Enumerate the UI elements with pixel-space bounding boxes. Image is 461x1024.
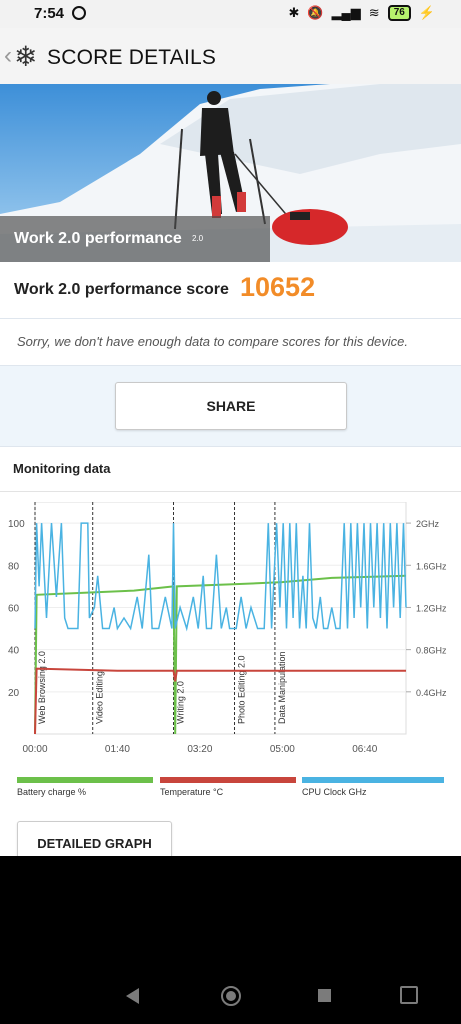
system-nav-bar (0, 955, 461, 1024)
back-chevron-icon[interactable]: ‹ (4, 42, 12, 69)
y-left-tick-label: 80 (8, 561, 20, 572)
hero-caption-badge: 2.0 (192, 234, 204, 243)
y-right-tick-label: 0.8GHz (416, 646, 447, 656)
compare-notice: Sorry, we don't have enough data to comp… (0, 319, 461, 366)
page-title: SCORE DETAILS (47, 46, 217, 69)
x-tick-label: 01:40 (105, 744, 130, 755)
alarm-icon (72, 6, 86, 20)
series-line-1 (34, 667, 406, 735)
legend-swatch-cpu (302, 777, 444, 783)
legend-swatch-temperature (160, 777, 296, 783)
divider (0, 491, 461, 492)
section-label: Data Manipulation (277, 651, 287, 724)
compare-notice-text: Sorry, we don't have enough data to comp… (17, 334, 409, 349)
share-button[interactable]: SHARE (115, 382, 347, 430)
y-left-tick-label: 60 (8, 603, 20, 614)
legend-battery: Battery charge % (17, 787, 87, 797)
hero-banner: Work 2.0 performance 2.0 (0, 84, 461, 262)
snowflake-icon[interactable]: ❄ (14, 41, 38, 72)
score-label: Work 2.0 performance score (14, 281, 229, 298)
section-label: Photo Editing 2.0 (237, 655, 247, 724)
share-button-label: SHARE (206, 398, 256, 414)
charging-icon: ⚡ (418, 5, 435, 20)
detailed-graph-label: DETAILED GRAPH (37, 836, 152, 851)
nav-home-icon[interactable] (221, 986, 241, 1006)
legend-swatch-battery (17, 777, 153, 783)
monitoring-title: Monitoring data (13, 461, 111, 476)
y-right-tick-label: 2GHz (416, 519, 440, 529)
status-icons: ✱ 🔕 ▂▄▆ ≋ 76 ⚡ (288, 5, 435, 21)
section-label: Web Browsing 2.0 (37, 651, 47, 724)
y-left-tick-label: 100 (8, 519, 25, 530)
app-bar: ‹ ❄ SCORE DETAILS (0, 28, 461, 85)
score-value: 10652 (240, 272, 316, 302)
wifi-icon: ≋ (368, 5, 380, 20)
x-tick-label: 06:40 (352, 744, 377, 755)
nav-screen-icon[interactable] (400, 986, 418, 1004)
series-line-2 (34, 522, 407, 632)
status-time: 7:54 (34, 5, 65, 22)
nav-back-icon[interactable] (126, 988, 139, 1004)
x-tick-label: 03:20 (187, 744, 212, 755)
chart-legend: Battery charge % Temperature °C CPU Cloc… (0, 777, 461, 799)
scroll-content[interactable]: Work 2.0 performance 2.0 Work 2.0 perfor… (0, 84, 461, 856)
y-right-tick-label: 0.4GHz (416, 688, 447, 698)
battery-level: 76 (387, 5, 411, 21)
section-label: Video Editing (95, 671, 105, 724)
bluetooth-icon: ✱ (288, 5, 300, 20)
y-right-tick-label: 1.2GHz (416, 603, 447, 613)
x-tick-label: 05:00 (270, 744, 295, 755)
nav-recents-icon[interactable] (318, 989, 331, 1002)
y-right-tick-label: 1.6GHz (416, 561, 447, 571)
x-tick-label: 00:00 (22, 744, 47, 755)
signal-icon: ▂▄▆ (331, 5, 361, 20)
score-row: Work 2.0 performance score 10652 (0, 262, 461, 319)
monitoring-chart: 100 80 60 40 20 2GHz 1.6GHz 1.2GHz 0.8GHz 0.4GHz 0… (8, 502, 447, 755)
detailed-graph-button[interactable]: DETAILED GRAPH (17, 821, 172, 856)
legend-temperature: Temperature °C (160, 787, 224, 797)
hero-caption: Work 2.0 performance 2.0 (0, 216, 270, 262)
monitoring-card: Monitoring data 100 80 60 40 20 2GHz 1.6GHz 1.2… (0, 446, 461, 856)
y-left-tick-label: 20 (8, 688, 20, 699)
mute-icon: 🔕 (307, 5, 324, 20)
section-label: Writing 2.0 (176, 681, 186, 724)
y-left-tick-label: 40 (8, 646, 20, 657)
status-bar: 7:54 ✱ 🔕 ▂▄▆ ≋ 76 ⚡ (0, 0, 461, 28)
hero-caption-text: Work 2.0 performance (14, 230, 182, 247)
legend-cpu: CPU Clock GHz (302, 787, 367, 797)
